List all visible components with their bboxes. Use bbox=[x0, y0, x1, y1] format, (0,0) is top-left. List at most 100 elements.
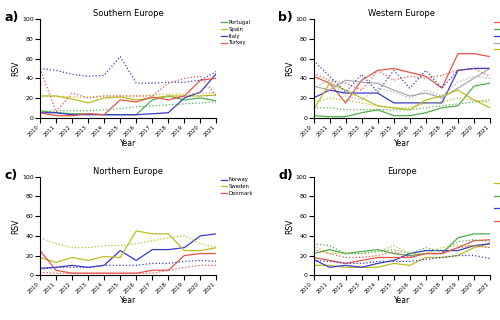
Southern
Europe bbox=[342, 265, 348, 269]
France bbox=[487, 67, 493, 70]
Sweden bbox=[134, 229, 140, 233]
Turkey bbox=[150, 95, 156, 99]
Legend: Portugal, Spain, Italy, Turkey: Portugal, Spain, Italy, Turkey bbox=[221, 20, 251, 45]
X-axis label: Year: Year bbox=[120, 296, 136, 305]
Sweden bbox=[85, 259, 91, 262]
Ireland bbox=[358, 111, 364, 115]
Mean
(All regions) bbox=[342, 261, 348, 265]
Netherlands bbox=[407, 108, 413, 112]
Northern
Europe bbox=[310, 258, 316, 261]
Sweden bbox=[117, 256, 123, 260]
Mean
(All regions) bbox=[487, 238, 493, 242]
Portugal bbox=[37, 109, 43, 113]
Sweden bbox=[101, 255, 107, 259]
Legend: Southern
Europe, Western
Europe, Northern
Europe, Mean
(All regions): Southern Europe, Western Europe, Norther… bbox=[494, 177, 500, 226]
France bbox=[439, 101, 445, 105]
Italy bbox=[69, 113, 75, 116]
Spain bbox=[214, 93, 220, 97]
Western
Europe bbox=[358, 250, 364, 253]
UK bbox=[342, 101, 348, 105]
Sweden bbox=[198, 249, 203, 252]
Western
Europe bbox=[471, 232, 477, 236]
Western
Europe bbox=[326, 248, 332, 252]
Northern
Europe bbox=[374, 261, 380, 265]
Spain bbox=[85, 101, 91, 105]
Portugal bbox=[182, 98, 188, 102]
Italy bbox=[37, 111, 43, 115]
UK bbox=[310, 74, 316, 78]
Denmark bbox=[101, 271, 107, 275]
Norway bbox=[198, 234, 203, 238]
Northern
Europe bbox=[358, 265, 364, 269]
Line: Ireland: Ireland bbox=[314, 83, 490, 117]
Netherlands bbox=[342, 88, 348, 92]
Line: Western
Europe: Western Europe bbox=[314, 234, 490, 255]
Norway bbox=[182, 246, 188, 250]
Netherlands bbox=[471, 98, 477, 102]
Spain bbox=[117, 95, 123, 99]
Denmark bbox=[198, 252, 203, 255]
Netherlands bbox=[423, 98, 429, 102]
Portugal bbox=[166, 94, 172, 98]
Line: UK: UK bbox=[314, 54, 490, 103]
Line: Turkey: Turkey bbox=[40, 78, 216, 116]
Text: d): d) bbox=[278, 169, 293, 182]
Mean
(All regions) bbox=[439, 252, 445, 255]
Mean
(All regions) bbox=[455, 246, 461, 250]
France bbox=[326, 88, 332, 92]
Spain bbox=[101, 96, 107, 100]
Spain bbox=[53, 94, 59, 98]
Norway bbox=[101, 263, 107, 267]
Norway bbox=[117, 249, 123, 252]
UK bbox=[358, 78, 364, 82]
Denmark bbox=[69, 271, 75, 275]
Netherlands bbox=[390, 106, 396, 110]
Legend: Norway, Sweden, Denmark: Norway, Sweden, Denmark bbox=[221, 177, 254, 196]
Portugal bbox=[85, 112, 91, 116]
Sweden bbox=[214, 246, 220, 250]
Northern
Europe bbox=[439, 249, 445, 252]
Turkey bbox=[37, 111, 43, 115]
Norway bbox=[214, 232, 220, 236]
Norway bbox=[37, 266, 43, 270]
France bbox=[471, 67, 477, 70]
Spain bbox=[198, 94, 203, 98]
Italy bbox=[150, 112, 156, 116]
UK bbox=[439, 86, 445, 90]
Southern
Europe bbox=[487, 242, 493, 246]
Line: Sweden: Sweden bbox=[40, 231, 216, 262]
Northern
Europe bbox=[326, 265, 332, 269]
Southern
Europe bbox=[358, 265, 364, 269]
UK bbox=[471, 52, 477, 56]
Portugal bbox=[53, 111, 59, 115]
Western
Europe bbox=[310, 252, 316, 255]
Y-axis label: RSV: RSV bbox=[12, 61, 20, 76]
Turkey bbox=[166, 98, 172, 102]
UK bbox=[374, 68, 380, 72]
France bbox=[358, 91, 364, 95]
Mean
(All regions) bbox=[390, 256, 396, 260]
Turkey bbox=[101, 113, 107, 116]
France bbox=[374, 91, 380, 95]
Italy bbox=[214, 71, 220, 75]
X-axis label: Year: Year bbox=[394, 139, 410, 148]
X-axis label: Year: Year bbox=[394, 296, 410, 305]
Ireland bbox=[310, 114, 316, 118]
Portugal bbox=[69, 112, 75, 116]
Italy bbox=[198, 90, 203, 94]
UK bbox=[390, 67, 396, 70]
Mean
(All regions) bbox=[407, 256, 413, 260]
Ireland bbox=[487, 81, 493, 85]
Line: Italy: Italy bbox=[40, 73, 216, 115]
Text: a): a) bbox=[4, 11, 19, 24]
Ireland bbox=[326, 115, 332, 119]
Southern
Europe bbox=[455, 253, 461, 257]
Northern
Europe bbox=[342, 263, 348, 267]
Sweden bbox=[182, 249, 188, 252]
Western
Europe bbox=[407, 253, 413, 257]
Netherlands bbox=[326, 81, 332, 85]
France bbox=[455, 68, 461, 72]
Southern
Europe bbox=[423, 256, 429, 260]
Denmark bbox=[117, 271, 123, 275]
Ireland bbox=[455, 104, 461, 108]
